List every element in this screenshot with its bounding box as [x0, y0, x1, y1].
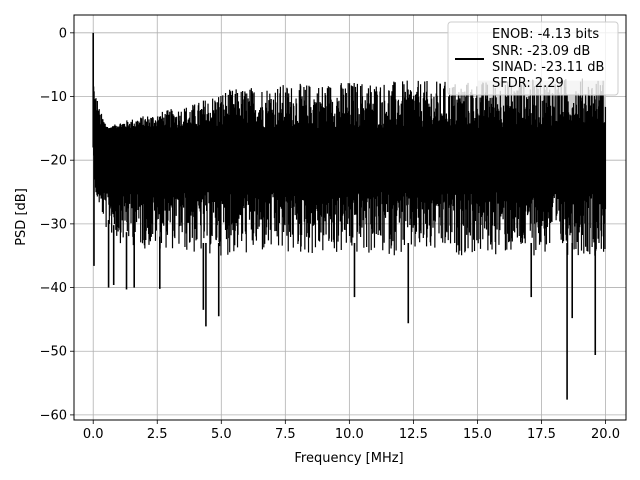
x-tick-label: 12.5 — [399, 427, 428, 442]
legend-enob: ENOB: -4.13 bits — [492, 27, 599, 42]
axis-ticks: 0.0 2.5 5.0 7.5 10.0 12.5 15.0 17.5 20.0 0 −10 −20 −… — [40, 26, 620, 442]
x-tick-label: 5.0 — [211, 427, 232, 442]
x-tick-label: 10.0 — [335, 427, 364, 442]
x-tick-label: 17.5 — [527, 427, 556, 442]
plot-frame — [73, 14, 627, 421]
legend: ENOB: -4.13 bits SNR: -23.09 dB SINAD: -… — [447, 21, 619, 96]
legend-snr: SNR: -23.09 dB — [492, 44, 590, 59]
y-tick-label: −60 — [40, 408, 67, 423]
y-axis-label: PSD [dB] — [14, 188, 29, 246]
x-tick-label: 2.5 — [147, 427, 168, 442]
x-tick-label: 7.5 — [275, 427, 296, 442]
x-tick-label: 0.0 — [83, 427, 104, 442]
y-tick-label: −10 — [40, 90, 67, 105]
y-tick-label: −20 — [40, 154, 67, 169]
y-tick-label: −30 — [40, 217, 67, 232]
y-tick-label: −40 — [40, 281, 67, 296]
legend-box — [447, 21, 619, 96]
y-tick-label: 0 — [59, 26, 67, 41]
y-tick-label: −50 — [40, 345, 67, 360]
x-axis-label: Frequency [MHz] — [294, 451, 403, 466]
legend-sfdr: SFDR: 2.29 — [492, 76, 564, 91]
legend-sinad: SINAD: -23.11 dB — [492, 60, 604, 75]
x-tick-label: 20.0 — [591, 427, 620, 442]
x-tick-label: 15.0 — [463, 427, 492, 442]
